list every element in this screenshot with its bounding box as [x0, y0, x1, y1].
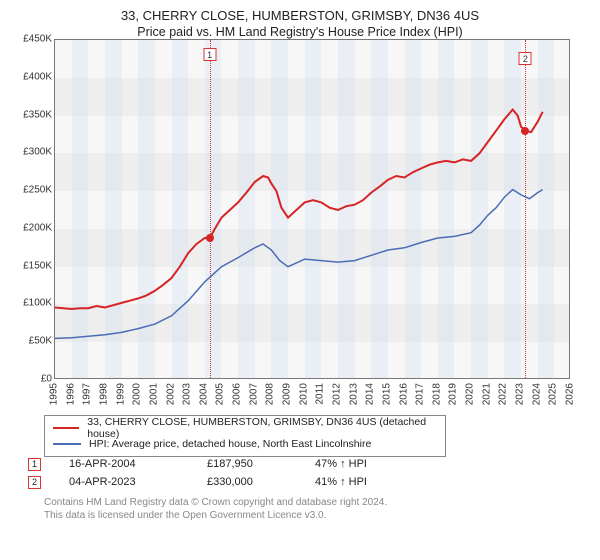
x-tick-label: 2002	[165, 383, 176, 405]
x-tick-label: 2008	[265, 383, 276, 405]
series-line	[55, 110, 543, 310]
x-tick-label: 2025	[548, 383, 559, 405]
legend-swatch	[53, 443, 81, 445]
y-tick-label: £200K	[23, 222, 52, 233]
x-tick-label: 2001	[148, 383, 159, 405]
series-svg	[55, 40, 570, 379]
x-tick-label: 1998	[98, 383, 109, 405]
event-row: 2 04-APR-2023 £330,000 41% ↑ HPI	[28, 473, 367, 491]
legend-swatch	[53, 427, 79, 429]
x-tick-label: 2026	[565, 383, 576, 405]
event-date: 16-APR-2004	[69, 458, 179, 470]
event-date: 04-APR-2023	[69, 476, 179, 488]
x-tick-label: 2019	[448, 383, 459, 405]
y-tick-label: £350K	[23, 109, 52, 120]
y-tick-label: £100K	[23, 298, 52, 309]
event-price: £330,000	[207, 476, 287, 488]
y-tick-label: £150K	[23, 260, 52, 271]
series-line	[55, 190, 543, 339]
y-tick-label: £50K	[29, 336, 52, 347]
x-tick-label: 2004	[198, 383, 209, 405]
x-tick-label: 2015	[381, 383, 392, 405]
x-tick-label: 2018	[431, 383, 442, 405]
x-tick-label: 2024	[531, 383, 542, 405]
event-price: £187,950	[207, 458, 287, 470]
y-tick-label: £250K	[23, 185, 52, 196]
x-tick-label: 2017	[415, 383, 426, 405]
x-tick-label: 2011	[315, 383, 326, 405]
y-tick-label: £400K	[23, 71, 52, 82]
y-tick-label: £300K	[23, 147, 52, 158]
x-tick-label: 2022	[498, 383, 509, 405]
chart-area: £0£50K£100K£150K£200K£250K£300K£350K£400…	[10, 39, 590, 419]
x-tick-label: 1995	[49, 383, 60, 405]
x-tick-label: 2007	[248, 383, 259, 405]
x-tick-label: 2009	[282, 383, 293, 405]
x-tick-label: 2013	[348, 383, 359, 405]
x-tick-label: 2003	[182, 383, 193, 405]
x-tick-label: 2000	[132, 383, 143, 405]
event-note: 41% ↑ HPI	[315, 476, 367, 488]
event-index-box: 1	[28, 458, 41, 471]
x-tick-label: 1999	[115, 383, 126, 405]
x-tick-label: 2016	[398, 383, 409, 405]
y-tick-label: £450K	[23, 34, 52, 45]
arrow-up-icon: ↑	[340, 476, 346, 488]
x-tick-label: 2023	[515, 383, 526, 405]
legend-label: HPI: Average price, detached house, Nort…	[89, 438, 371, 450]
legend-label: 33, CHERRY CLOSE, HUMBERSTON, GRIMSBY, D…	[87, 416, 437, 440]
plot-area: 12	[54, 39, 570, 379]
arrow-up-icon: ↑	[340, 458, 346, 470]
legend-row: 33, CHERRY CLOSE, HUMBERSTON, GRIMSBY, D…	[53, 420, 437, 436]
x-tick-label: 2021	[481, 383, 492, 405]
titles: 33, CHERRY CLOSE, HUMBERSTON, GRIMSBY, D…	[10, 8, 590, 39]
y-axis: £0£50K£100K£150K£200K£250K£300K£350K£400…	[10, 39, 52, 379]
event-table: 1 16-APR-2004 £187,950 47% ↑ HPI 2 04-APR-202…	[28, 455, 367, 491]
x-tick-label: 2005	[215, 383, 226, 405]
legend-box: 33, CHERRY CLOSE, HUMBERSTON, GRIMSBY, D…	[44, 415, 446, 457]
chart-subtitle: Price paid vs. HM Land Registry's House …	[10, 25, 590, 39]
attribution-line: This data is licensed under the Open Gov…	[44, 510, 387, 523]
x-tick-label: 2006	[232, 383, 243, 405]
chart-container: 33, CHERRY CLOSE, HUMBERSTON, GRIMSBY, D…	[0, 0, 600, 560]
attribution-line: Contains HM Land Registry data © Crown c…	[44, 497, 387, 510]
attribution: Contains HM Land Registry data © Crown c…	[44, 497, 387, 522]
x-tick-label: 2012	[331, 383, 342, 405]
event-row: 1 16-APR-2004 £187,950 47% ↑ HPI	[28, 455, 367, 473]
x-tick-label: 1996	[65, 383, 76, 405]
x-tick-label: 2010	[298, 383, 309, 405]
x-tick-label: 1997	[82, 383, 93, 405]
event-note: 47% ↑ HPI	[315, 458, 367, 470]
x-tick-label: 2020	[465, 383, 476, 405]
event-index-box: 2	[28, 476, 41, 489]
chart-title: 33, CHERRY CLOSE, HUMBERSTON, GRIMSBY, D…	[10, 8, 590, 23]
x-tick-label: 2014	[365, 383, 376, 405]
